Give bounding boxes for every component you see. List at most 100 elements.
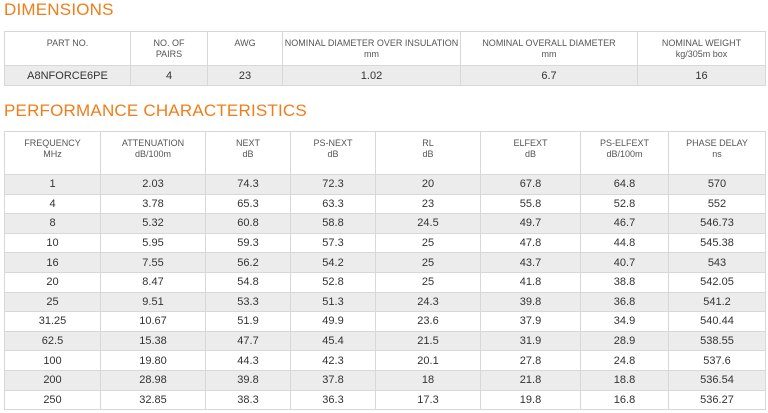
- data-cell: 28.9: [580, 330, 669, 352]
- data-cell: 542.05: [668, 271, 766, 293]
- data-cell: 545.38: [668, 232, 766, 254]
- data-cell: 20: [4, 271, 101, 293]
- data-cell: 53.3: [205, 291, 291, 313]
- data-cell: 32.85: [100, 389, 206, 411]
- header-name: PART NO.: [46, 38, 89, 48]
- data-cell: 19.80: [100, 350, 206, 371]
- data-cell: 25: [375, 252, 481, 273]
- data-cell: 51.3: [290, 291, 376, 313]
- performance-table: FREQUENCY MHz ATTENUATION dB/100m NEXT dB PS-N…: [4, 131, 766, 411]
- header-cell: PHASE DELAY ns: [668, 131, 766, 175]
- data-cell: 18: [375, 369, 481, 391]
- data-row: 16 7.55 56.2 54.2 25 43.7 40.7 543: [4, 252, 766, 273]
- data-cell: 37.8: [290, 369, 376, 391]
- header-cell: NOMINAL OVERALL DIAMETER mm: [460, 31, 638, 66]
- data-cell: 44.8: [580, 232, 669, 254]
- header-name: AWG: [234, 38, 256, 48]
- data-cell: 43.7: [480, 252, 581, 273]
- data-cell: 7.55: [100, 252, 206, 273]
- data-cell: 10: [4, 232, 101, 254]
- header-unit: PAIRS: [155, 49, 183, 59]
- data-cell: 546.73: [668, 213, 766, 234]
- header-unit: dB: [524, 149, 536, 159]
- header-unit: mm: [364, 49, 379, 59]
- data-cell: 3.78: [100, 193, 206, 215]
- data-cell: 38.8: [580, 271, 669, 293]
- header-cell: AWG: [207, 31, 283, 66]
- data-cell: 19.8: [480, 389, 581, 411]
- header-name: NEXT: [235, 138, 260, 148]
- data-cell: 543: [668, 252, 766, 273]
- header-unit: dB: [327, 149, 339, 159]
- data-cell: 10.67: [100, 311, 206, 332]
- data-cell: 39.8: [480, 291, 581, 313]
- data-cell: 49.9: [290, 311, 376, 332]
- data-cell: 24.5: [375, 213, 481, 234]
- header-cell: NOMINAL WEIGHT kg/305m box: [637, 31, 766, 66]
- header-name: PS-ELFEXT: [599, 138, 649, 148]
- data-cell: 52.8: [580, 193, 669, 215]
- data-cell: 23.6: [375, 311, 481, 332]
- data-cell: 36.8: [580, 291, 669, 313]
- data-cell: 31.25: [4, 311, 101, 332]
- data-cell: 45.4: [290, 330, 376, 352]
- data-cell: 4: [130, 65, 208, 86]
- header-unit: MHz: [43, 149, 62, 159]
- data-cell: 25: [375, 271, 481, 293]
- data-cell: 538.55: [668, 330, 766, 352]
- data-row: 4 3.78 65.3 63.3 23 55.8 52.8 552: [4, 193, 766, 215]
- data-row: 200 28.98 39.8 37.8 18 21.8 18.8 536.54: [4, 369, 766, 391]
- header-cell: NEXT dB: [205, 131, 291, 175]
- data-cell: 17.3: [375, 389, 481, 411]
- data-cell: 62.5: [4, 330, 101, 352]
- data-cell: 541.2: [668, 291, 766, 313]
- data-cell: 5.95: [100, 232, 206, 254]
- data-cell: 36.3: [290, 389, 376, 411]
- data-cell: 51.9: [205, 311, 291, 332]
- header-name: NOMINAL OVERALL DIAMETER: [482, 38, 616, 48]
- header-name: ELFEXT: [513, 138, 548, 148]
- data-cell: 200: [4, 369, 101, 391]
- data-cell: 42.3: [290, 350, 376, 371]
- data-cell: 15.38: [100, 330, 206, 352]
- data-cell: 37.9: [480, 311, 581, 332]
- header-unit: mm: [541, 49, 557, 59]
- header-cell: ELFEXT dB: [480, 131, 581, 175]
- data-cell: 536.27: [668, 389, 766, 411]
- header-unit: ns: [712, 149, 722, 159]
- data-cell: 34.9: [580, 311, 669, 332]
- data-cell: 552: [668, 193, 766, 215]
- header-unit: dB: [422, 149, 434, 159]
- data-cell: 536.54: [668, 369, 766, 391]
- data-cell: 67.8: [480, 174, 581, 195]
- data-cell: 49.7: [480, 213, 581, 234]
- data-cell: 16: [4, 252, 101, 273]
- header-unit: dB: [242, 149, 254, 159]
- data-cell: 100: [4, 350, 101, 371]
- header-cell: ATTENUATION dB/100m: [100, 131, 206, 175]
- header-cell: RL dB: [375, 131, 481, 175]
- data-cell: 28.98: [100, 369, 206, 391]
- data-cell: 41.8: [480, 271, 581, 293]
- data-cell: 1.02: [282, 65, 461, 86]
- header-name: NOMINAL DIAMETER OVER INSULATION: [284, 38, 459, 48]
- data-cell: 56.2: [205, 252, 291, 273]
- data-cell: 540.44: [668, 311, 766, 332]
- header-name: ATTENUATION: [121, 138, 185, 148]
- header-name: RL: [422, 138, 434, 148]
- data-cell: 23: [207, 65, 283, 86]
- data-cell: 47.8: [480, 232, 581, 254]
- data-cell: 52.8: [290, 271, 376, 293]
- header-row: FREQUENCY MHz ATTENUATION dB/100m NEXT dB PS-N…: [4, 131, 766, 175]
- data-cell: 54.8: [205, 271, 291, 293]
- data-cell: 60.8: [205, 213, 291, 234]
- header-cell: PART NO.: [4, 31, 131, 66]
- data-row: 1 2.03 74.3 72.3 20 67.8 64.8 570: [4, 174, 766, 195]
- data-cell: 38.3: [205, 389, 291, 411]
- data-cell: 23: [375, 193, 481, 215]
- data-cell: 4: [4, 193, 101, 215]
- header-row: PART NO. NO. OF PAIRS AWG NOMINAL DIAMETER O…: [4, 31, 766, 66]
- header-name: PS-NEXT: [313, 138, 353, 148]
